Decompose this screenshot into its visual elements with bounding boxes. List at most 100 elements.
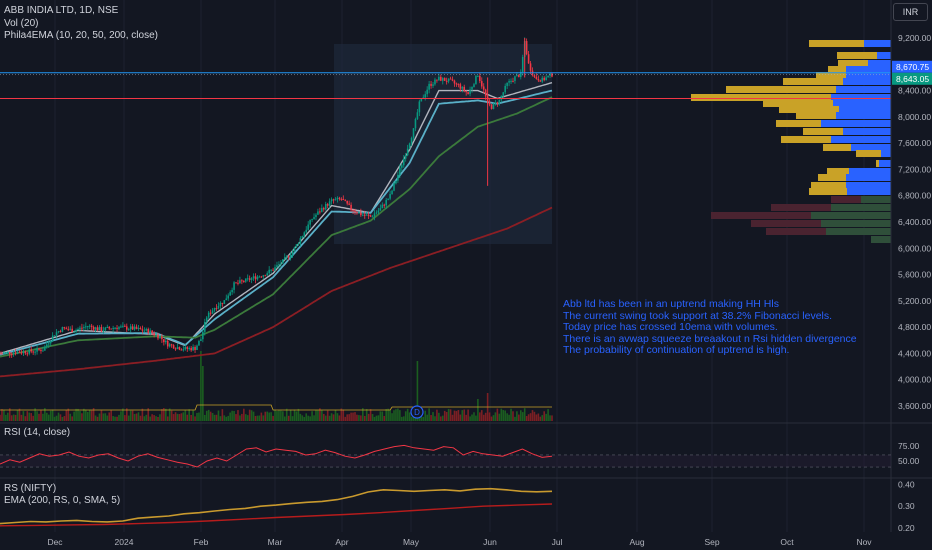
volume-legend[interactable]: Vol (20): [4, 18, 39, 29]
currency-selector[interactable]: INR: [893, 3, 928, 21]
volume-bar: [182, 412, 185, 421]
candle-body: [24, 351, 27, 354]
candle-body: [295, 244, 298, 248]
volume-bar: [467, 409, 469, 421]
volume-bar: [229, 412, 231, 421]
volume-bar: [367, 413, 370, 421]
price-candles: [0, 37, 553, 358]
candle-body: [475, 75, 477, 85]
volume-profile-down-bar: [816, 72, 846, 79]
candle-body: [469, 89, 471, 94]
volume-bar: [545, 413, 547, 421]
candle-body: [371, 216, 374, 218]
candle-body: [477, 75, 479, 77]
volume-bar: [291, 416, 294, 421]
candle-body: [196, 345, 198, 350]
volume-bar: [488, 412, 491, 421]
volume-bar: [479, 412, 481, 421]
rs-ema-legend[interactable]: EMA (200, RS, 0, SMA, 5): [4, 495, 121, 506]
candle-body: [340, 198, 343, 200]
volume-bar: [410, 416, 413, 421]
candle-body: [231, 289, 233, 293]
candle-body: [438, 76, 440, 81]
candle-body: [484, 89, 487, 97]
volume-bar: [250, 410, 253, 421]
volume-bar: [401, 416, 403, 421]
annotation-note[interactable]: Abb ltd has been in an uptrend making HH…: [563, 298, 857, 357]
volume-profile-down-bar: [823, 144, 851, 151]
candle-body: [16, 351, 19, 354]
candle-body: [496, 102, 499, 104]
volume-bar: [40, 410, 42, 421]
volume-bar: [422, 416, 425, 421]
candle-body: [145, 328, 148, 331]
volume-bar: [383, 415, 386, 421]
candle-body: [198, 341, 200, 346]
indicator-legend[interactable]: Phila4EMA (10, 20, 50, 200, close): [4, 30, 158, 41]
volume-bar: [283, 416, 286, 421]
volume-bar: [500, 408, 503, 421]
candle-body: [418, 101, 421, 113]
volume-bar: [504, 410, 506, 421]
volume-bar: [334, 409, 337, 421]
volume-bar: [274, 409, 276, 421]
resistance-price-badge: [892, 60, 932, 73]
candle-body: [129, 326, 132, 330]
volume-profile-up-bar: [851, 144, 891, 151]
volume-bar: [541, 415, 544, 421]
symbol-legend[interactable]: ABB INDIA LTD, 1D, NSE: [4, 5, 119, 16]
candle-body: [514, 76, 516, 81]
volume-bar: [168, 408, 171, 421]
candle-body: [391, 190, 393, 195]
volume-bar: [547, 409, 549, 421]
candle-body: [92, 326, 95, 330]
candle-body: [406, 148, 409, 156]
candle-body: [213, 307, 216, 311]
ema-line-ema20: [0, 89, 553, 356]
candle-body: [12, 352, 15, 355]
rsi-legend[interactable]: RSI (14, close): [4, 427, 71, 438]
time-axis[interactable]: Dec 2024 Feb Mar Apr May Jun Jul Aug Sep Oct Nov: [47, 537, 872, 547]
volume-bar: [426, 414, 428, 421]
volume-profile-up-bar: [843, 78, 891, 85]
volume-bar: [200, 351, 202, 421]
volume-bar: [393, 410, 395, 421]
volume-bar: [287, 415, 290, 421]
volume-bar: [153, 415, 155, 421]
volume-profile-down-bar: [776, 120, 821, 127]
volume-bar: [49, 410, 52, 421]
time-tick-label: Jun: [483, 537, 497, 547]
horizontal-lines[interactable]: [0, 72, 891, 99]
volume-profile-down-bar: [771, 204, 831, 211]
time-tick-label: Nov: [856, 537, 872, 547]
candle-body: [258, 276, 261, 278]
volume-profile-down-bar: [691, 94, 831, 101]
volume-bar: [525, 416, 528, 421]
candle-body: [34, 351, 36, 353]
candle-body: [163, 339, 165, 343]
candle-body: [264, 275, 267, 277]
candle-body: [317, 211, 319, 215]
rs-legend[interactable]: RS (NIFTY): [4, 483, 57, 494]
dividend-marker-icon[interactable]: [410, 405, 424, 419]
candle-body: [451, 79, 454, 81]
volume-profile-up-bar: [868, 60, 891, 67]
volume-profile-up-bar: [833, 100, 891, 107]
candle-body: [432, 84, 434, 86]
volume-profile-down-bar: [711, 212, 811, 219]
volume-bar: [161, 409, 163, 421]
volume-bar: [1, 409, 3, 421]
volume-bar: [348, 414, 350, 421]
candle-body: [375, 212, 378, 214]
candle-body: [86, 326, 89, 328]
volume-bar: [449, 409, 452, 421]
candle-body: [69, 328, 72, 330]
annotation-line-5: The probability of continuation of uptre…: [563, 344, 790, 356]
candle-body: [525, 41, 528, 55]
volume-bar: [490, 416, 493, 421]
volume-bar: [67, 408, 70, 421]
candle-body: [141, 329, 144, 331]
volume-bar: [492, 415, 495, 421]
candle-body: [280, 263, 282, 265]
